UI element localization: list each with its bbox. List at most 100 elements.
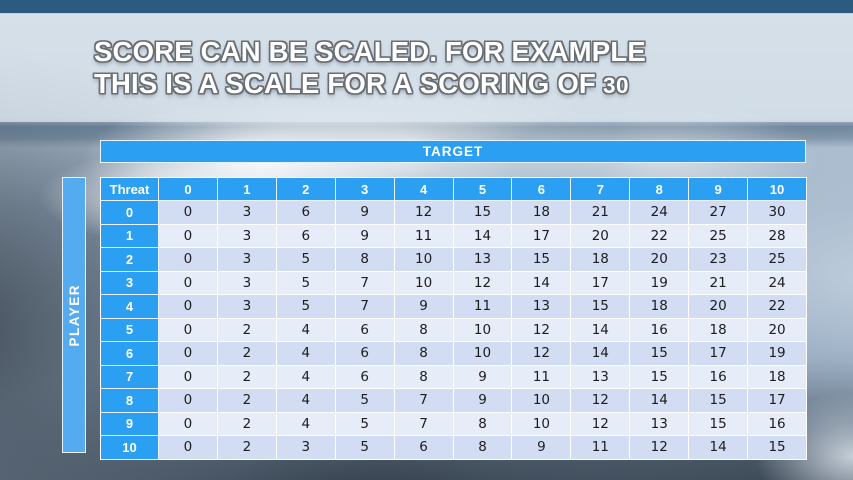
score-cell-r8-c0: 0 [159, 389, 218, 413]
score-cell-r9-c4: 7 [394, 412, 454, 436]
score-cell-r4-c3: 7 [335, 295, 395, 319]
score-cell-r4-c4: 9 [394, 295, 454, 319]
player-row-header-9: 9 [101, 412, 159, 436]
score-cell-r3-c5: 12 [453, 271, 513, 295]
score-cell-r2-c3: 8 [335, 248, 395, 272]
player-row-header-7: 7 [101, 365, 159, 389]
score-cell-r1-c1: 3 [217, 224, 277, 248]
score-cell-r8-c6: 10 [512, 389, 572, 413]
title-line-2-text: THIS IS A SCALE FOR A SCORING OF [94, 68, 596, 99]
score-cell-r9-c2: 4 [276, 412, 336, 436]
score-cell-r6-c8: 15 [630, 342, 690, 366]
score-cell-r2-c4: 10 [394, 248, 454, 272]
score-cell-r7-c10: 18 [748, 365, 807, 389]
score-cell-r6-c4: 8 [394, 342, 454, 366]
score-cell-r4-c2: 5 [276, 295, 336, 319]
score-cell-r6-c0: 0 [159, 342, 218, 366]
score-cell-r2-c9: 23 [689, 248, 749, 272]
target-label: TARGET [422, 144, 484, 159]
score-cell-r7-c0: 0 [159, 365, 218, 389]
score-cell-r6-c5: 10 [453, 342, 513, 366]
player-row-header-8: 8 [101, 389, 159, 413]
score-cell-r10-c5: 8 [453, 436, 513, 460]
score-cell-r9-c3: 5 [335, 412, 395, 436]
score-cell-r5-c2: 4 [276, 318, 336, 342]
score-cell-r1-c0: 0 [159, 224, 218, 248]
score-cell-r5-c5: 10 [453, 318, 513, 342]
score-cell-r7-c2: 4 [276, 365, 336, 389]
target-col-header-2: 2 [276, 178, 336, 201]
score-cell-r10-c7: 11 [571, 436, 631, 460]
player-row-header-2: 2 [101, 248, 159, 272]
score-cell-r0-c4: 12 [394, 201, 454, 225]
score-cell-r2-c8: 20 [630, 248, 690, 272]
target-col-header-4: 4 [394, 178, 454, 201]
score-cell-r0-c2: 6 [276, 201, 336, 225]
target-col-header-3: 3 [335, 178, 395, 201]
score-cell-r7-c5: 9 [453, 365, 513, 389]
player-row-header-1: 1 [101, 224, 159, 248]
score-cell-r0-c5: 15 [453, 201, 513, 225]
score-cell-r1-c5: 14 [453, 224, 513, 248]
score-table: Threat 0 1 2 3 4 5 6 7 8 9 10 0 0 3 6 9 12 15 18 21 24 27 30 1 0 3… [100, 177, 807, 460]
score-cell-r10-c0: 0 [159, 436, 218, 460]
score-cell-r3-c4: 10 [394, 271, 454, 295]
score-cell-r2-c7: 18 [571, 248, 631, 272]
score-cell-r3-c2: 5 [276, 271, 336, 295]
score-cell-r5-c9: 18 [689, 318, 749, 342]
score-cell-r1-c9: 25 [689, 224, 749, 248]
score-cell-r3-c8: 19 [630, 271, 690, 295]
score-cell-r5-c8: 16 [630, 318, 690, 342]
score-cell-r4-c7: 15 [571, 295, 631, 319]
score-cell-r0-c10: 30 [748, 201, 807, 225]
score-cell-r9-c1: 2 [217, 412, 277, 436]
score-cell-r10-c1: 2 [217, 436, 277, 460]
score-cell-r9-c5: 8 [453, 412, 513, 436]
title-band [0, 13, 853, 122]
score-cell-r0-c9: 27 [689, 201, 749, 225]
score-cell-r2-c0: 0 [159, 248, 218, 272]
score-cell-r3-c7: 17 [571, 271, 631, 295]
score-cell-r3-c10: 24 [748, 271, 807, 295]
score-cell-r6-c7: 14 [571, 342, 631, 366]
score-cell-r7-c1: 2 [217, 365, 277, 389]
score-cell-r2-c5: 13 [453, 248, 513, 272]
score-cell-r9-c10: 16 [748, 412, 807, 436]
title-line-1: SCORE CAN BE SCALED. FOR EXAMPLE [94, 36, 646, 67]
target-col-header-1: 1 [217, 178, 277, 201]
score-cell-r10-c8: 12 [630, 436, 690, 460]
score-cell-r5-c0: 0 [159, 318, 218, 342]
score-cell-r5-c7: 14 [571, 318, 631, 342]
player-label: PLAYER [66, 283, 82, 347]
player-row-header-5: 5 [101, 318, 159, 342]
target-col-header-0: 0 [159, 178, 218, 201]
threat-corner-label: Threat [101, 178, 159, 201]
score-cell-r8-c7: 12 [571, 389, 631, 413]
score-cell-r6-c3: 6 [335, 342, 395, 366]
score-cell-r9-c0: 0 [159, 412, 218, 436]
score-cell-r2-c1: 3 [217, 248, 277, 272]
score-cell-r1-c4: 11 [394, 224, 454, 248]
score-cell-r5-c6: 12 [512, 318, 572, 342]
score-cell-r1-c3: 9 [335, 224, 395, 248]
score-cell-r7-c6: 11 [512, 365, 572, 389]
score-cell-r10-c9: 14 [689, 436, 749, 460]
score-cell-r8-c8: 14 [630, 389, 690, 413]
score-cell-r8-c3: 5 [335, 389, 395, 413]
score-cell-r9-c9: 15 [689, 412, 749, 436]
score-cell-r0-c0: 0 [159, 201, 218, 225]
score-cell-r9-c6: 10 [512, 412, 572, 436]
score-cell-r6-c9: 17 [689, 342, 749, 366]
score-cell-r10-c10: 15 [748, 436, 807, 460]
score-cell-r8-c5: 9 [453, 389, 513, 413]
score-cell-r6-c6: 12 [512, 342, 572, 366]
score-cell-r4-c6: 13 [512, 295, 572, 319]
score-cell-r4-c8: 18 [630, 295, 690, 319]
score-cell-r3-c6: 14 [512, 271, 572, 295]
score-cell-r4-c5: 11 [453, 295, 513, 319]
score-cell-r3-c1: 3 [217, 271, 277, 295]
score-cell-r1-c8: 22 [630, 224, 690, 248]
player-row-header-3: 3 [101, 271, 159, 295]
target-header-bar: TARGET [100, 140, 806, 163]
